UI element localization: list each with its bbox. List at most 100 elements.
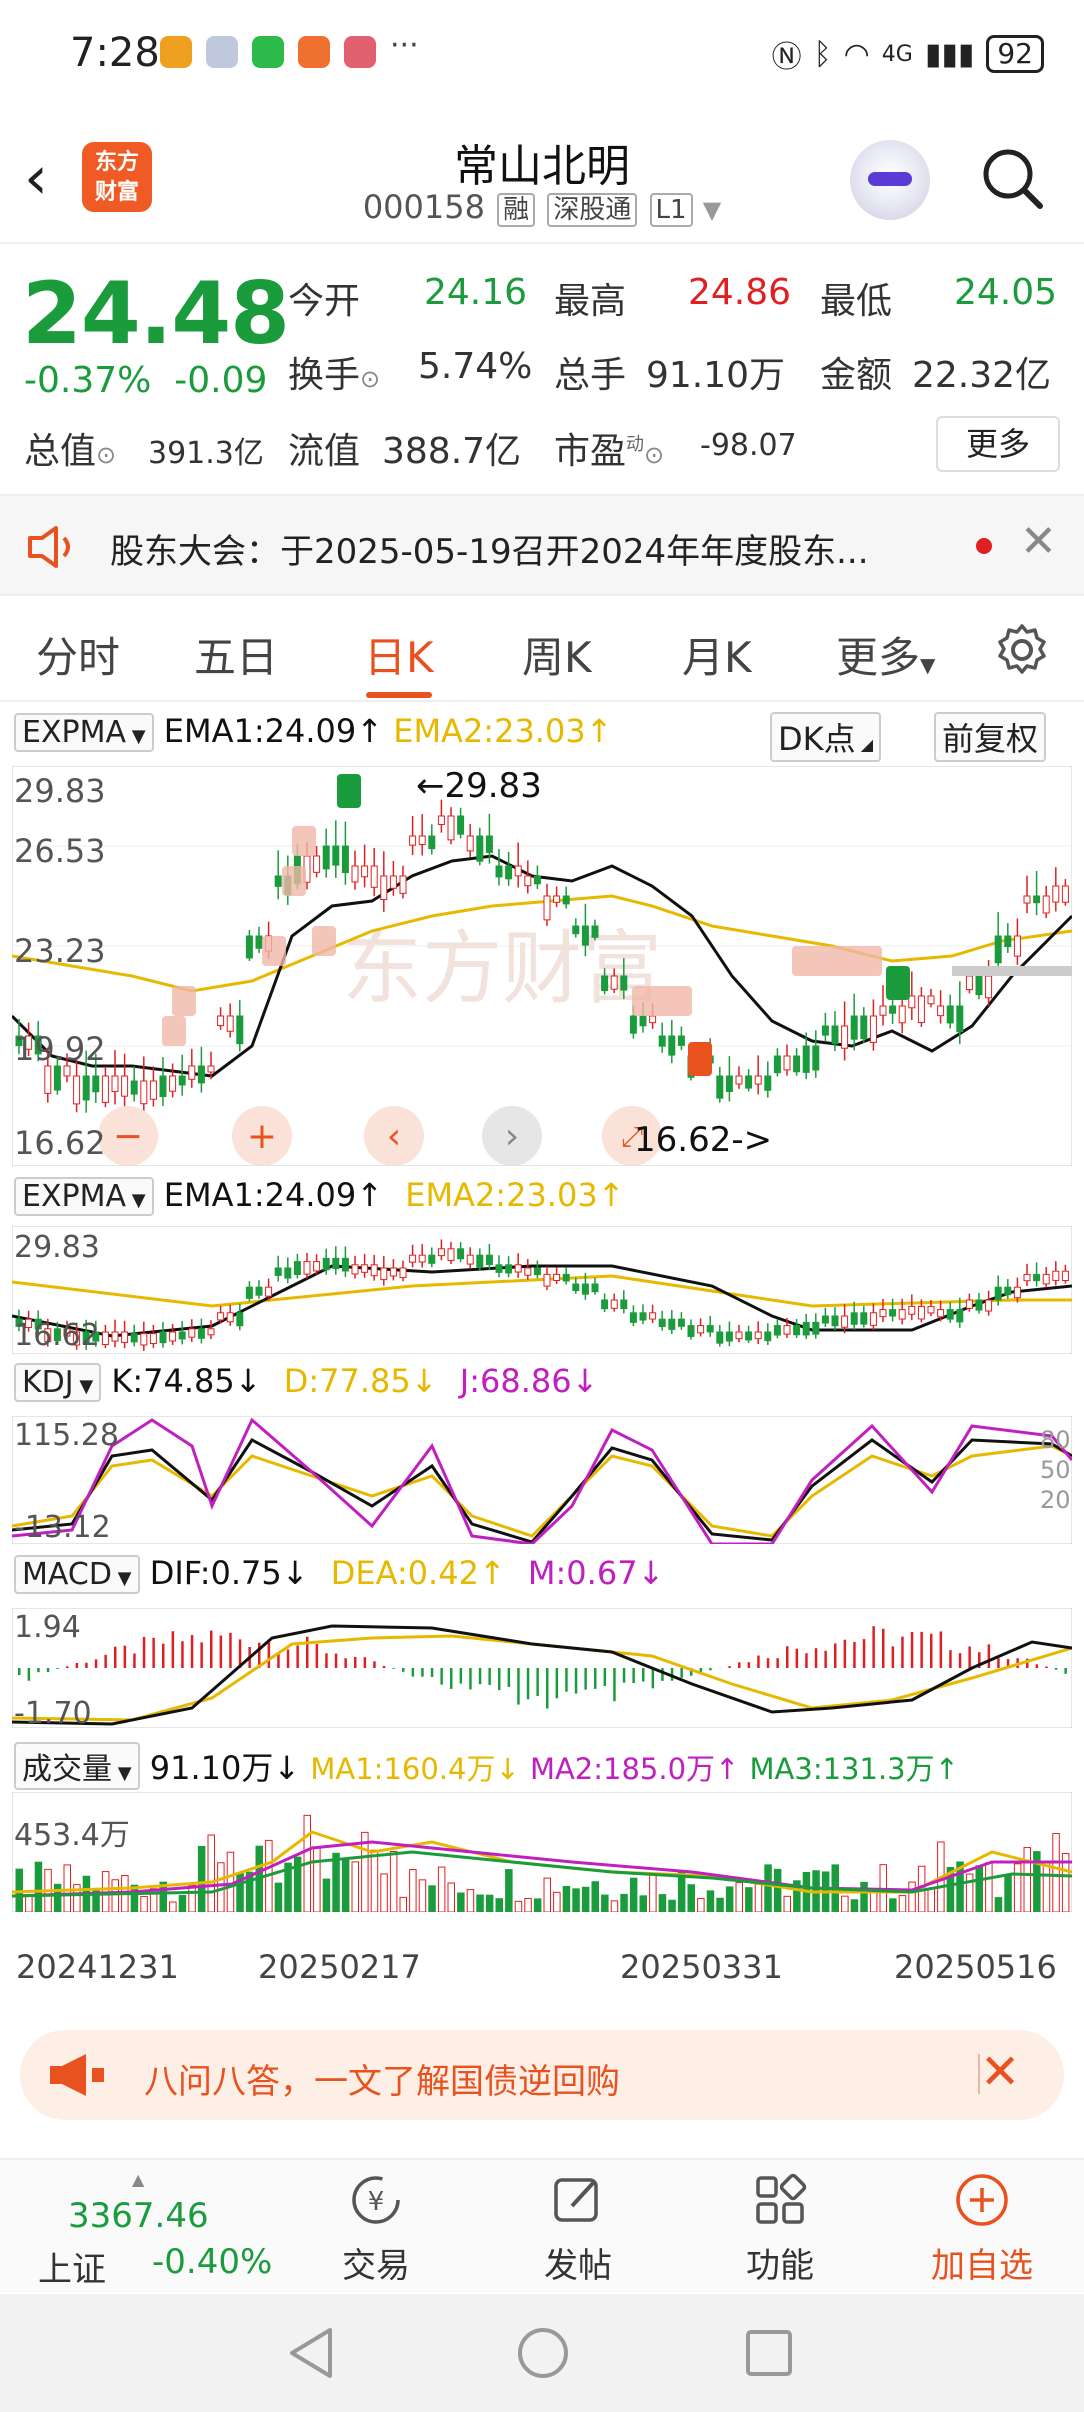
tab-more[interactable]: 更多▼ xyxy=(836,624,935,685)
candle xyxy=(649,1312,657,1320)
macd-bar xyxy=(210,1630,213,1668)
tab-five-day[interactable]: 五日 xyxy=(194,633,279,682)
assistant-robot-icon[interactable] xyxy=(850,140,930,220)
trade-label: 交易 xyxy=(342,2246,410,2286)
scroll-left-icon[interactable]: ‹ xyxy=(387,1116,401,1157)
candle xyxy=(140,1333,148,1346)
more-quote-button[interactable]: 更多 xyxy=(936,416,1060,472)
dk-point-button[interactable]: DK点 ◢ xyxy=(770,712,882,762)
volume-bar xyxy=(188,1884,196,1912)
chart-control[interactable] xyxy=(602,1106,662,1166)
candle xyxy=(92,1075,100,1093)
candle xyxy=(476,1254,484,1268)
tab-daily-k[interactable]: 日K xyxy=(364,633,434,682)
volume-bar xyxy=(274,1882,283,1912)
y-label: 80 xyxy=(1040,1426,1071,1454)
add-watchlist-button[interactable]: 加自选 xyxy=(912,2172,1052,2287)
candle xyxy=(639,1015,647,1027)
tab-monthly-k[interactable]: 月K xyxy=(682,633,752,682)
tab-weekly-k[interactable]: 周K xyxy=(522,633,592,682)
macd-bar xyxy=(920,1631,923,1668)
volume-bar xyxy=(745,1887,753,1912)
pe-label[interactable]: 市盈动⊙ xyxy=(554,422,664,474)
candle xyxy=(994,1286,1002,1301)
candle xyxy=(351,1264,359,1275)
macd-bar xyxy=(910,1631,914,1668)
divider xyxy=(978,2054,980,2094)
margin-tag: 融 xyxy=(497,193,536,227)
zoom-in-icon[interactable]: + xyxy=(247,1116,277,1157)
kdj-indicator-select[interactable]: KDJ ▼ xyxy=(14,1363,102,1402)
zoom-out-icon[interactable]: − xyxy=(113,1116,143,1157)
candle xyxy=(917,1305,925,1320)
back-arrow-icon[interactable]: ‹ xyxy=(24,143,48,213)
promo-banner[interactable]: 八问八答，一文了解国债逆回购 ✕ xyxy=(20,2030,1064,2120)
volume-label: 总手 xyxy=(554,355,627,396)
macd-bar xyxy=(315,1644,319,1668)
candle xyxy=(831,1315,839,1327)
current-price: 24.48 xyxy=(22,264,290,364)
close-icon[interactable]: ✕ xyxy=(980,2044,1021,2100)
notice-bar[interactable]: 股东大会：于2025-05-19召开2024年年度股东... ✕ xyxy=(0,494,1084,596)
close-icon[interactable]: ✕ xyxy=(1020,516,1057,567)
macd-bar xyxy=(75,1662,79,1668)
candle xyxy=(15,1035,23,1047)
candle xyxy=(543,895,551,921)
settings-gear-icon[interactable] xyxy=(994,622,1050,678)
volume-chart xyxy=(12,1792,1072,1912)
chevron-down-icon: ▼ xyxy=(126,1190,146,1211)
trade-button[interactable]: ¥ 交易 xyxy=(306,2172,446,2287)
nav-recents-icon[interactable] xyxy=(744,2328,794,2378)
candle xyxy=(274,875,282,887)
volume-bar xyxy=(447,1882,455,1912)
candle xyxy=(889,1309,897,1317)
candle xyxy=(284,1267,292,1279)
index-value[interactable]: 3367.46 xyxy=(68,2196,209,2236)
scroll-right-icon[interactable]: › xyxy=(505,1116,519,1157)
volume-bar xyxy=(380,1873,388,1912)
candle xyxy=(591,925,599,938)
chevron-down-icon: ▼ xyxy=(111,1568,132,1589)
post-button[interactable]: 发帖 xyxy=(508,2172,648,2287)
macd-bar xyxy=(805,1653,808,1668)
main-indicator-select[interactable]: EXPMA ▼ xyxy=(14,713,154,752)
float-value: 388.7亿 xyxy=(382,431,522,472)
candle xyxy=(946,1309,954,1320)
macd-bar xyxy=(651,1668,655,1689)
volume-indicator-select[interactable]: 成交量 ▼ xyxy=(14,1742,140,1790)
stock-code-row[interactable]: 000158 融 深股通 L1 ▼ xyxy=(0,188,1084,227)
chart-control[interactable] xyxy=(364,1106,424,1166)
macd-indicator-select[interactable]: MACD ▼ xyxy=(14,1555,140,1594)
turnover-label[interactable]: 换手⊙ xyxy=(288,346,380,398)
volume-bar xyxy=(418,1879,427,1912)
candle xyxy=(581,925,589,946)
fullscreen-icon[interactable]: ⤢ xyxy=(621,1120,643,1153)
functions-button[interactable]: 功能 xyxy=(710,2172,850,2287)
macd-bar xyxy=(430,1668,434,1677)
chart-control[interactable] xyxy=(232,1106,292,1166)
nav-home-icon[interactable] xyxy=(516,2326,570,2380)
expand-caret-icon[interactable]: ▲ xyxy=(132,2170,145,2189)
macd-bar xyxy=(670,1668,674,1681)
total-value-label[interactable]: 总值⊙ xyxy=(24,422,116,474)
info-icon: ⊙ xyxy=(644,441,665,469)
candle xyxy=(937,1309,945,1318)
kdj-indicator-row: KDJ ▼ K:74.85↓ D:77.85↓ J:68.86↓ xyxy=(14,1362,598,1402)
chart-control[interactable] xyxy=(98,1106,158,1166)
expma-indicator-select[interactable]: EXPMA ▼ xyxy=(14,1177,154,1216)
candle xyxy=(821,1315,829,1324)
app-logo[interactable]: 东方 财富 xyxy=(82,142,152,212)
candlestick-chart[interactable]: 东方财富 + − ‹ › ⤢ xyxy=(12,766,1072,1166)
index-name[interactable]: 上证 xyxy=(38,2250,106,2290)
candle xyxy=(668,1318,676,1330)
candle xyxy=(245,935,253,959)
macd-bar xyxy=(488,1668,491,1685)
chart-control[interactable] xyxy=(482,1106,542,1166)
nav-back-icon[interactable] xyxy=(286,2326,336,2380)
search-icon[interactable] xyxy=(980,146,1044,210)
tab-intraday[interactable]: 分时 xyxy=(36,633,121,682)
app-notification-icon xyxy=(298,36,330,68)
macd-bar xyxy=(1045,1666,1048,1668)
adjust-button[interactable]: 前复权 xyxy=(934,712,1047,762)
volume-bar xyxy=(975,1865,983,1912)
